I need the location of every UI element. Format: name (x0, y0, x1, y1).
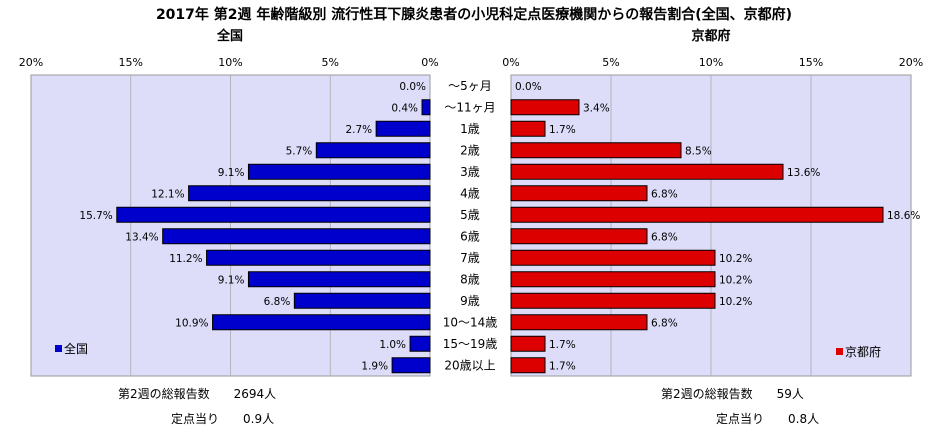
right-x-tick-label: 10% (699, 56, 723, 69)
left-bar (116, 206, 431, 223)
left-data-label: 12.1% (151, 188, 184, 200)
category-label: 10～14歳 (443, 315, 498, 329)
legend-label-national: 全国 (64, 341, 88, 356)
left-x-tick-label: 20% (19, 56, 43, 69)
left-bar (162, 228, 431, 245)
right-data-label: 10.2% (719, 274, 752, 286)
category-label: 1歳 (460, 122, 480, 136)
category-label: 7歳 (460, 251, 480, 265)
left-data-label: 9.1% (218, 167, 245, 179)
category-label: 3歳 (460, 165, 480, 179)
left-bar (315, 142, 431, 159)
left-bar (206, 249, 431, 266)
right-x-tick-label: 15% (799, 56, 823, 69)
right-bar (510, 314, 648, 331)
category-label: 5歳 (460, 208, 480, 222)
right-bar (510, 120, 546, 137)
right-bar (510, 163, 784, 180)
category-label: 9歳 (460, 294, 480, 308)
national-per-sentinel: 定点当り 0.9人 (171, 411, 274, 426)
right-x-tick-label: 5% (602, 56, 619, 69)
right-x-tick-label: 0% (502, 56, 519, 69)
right-data-label: 6.8% (651, 231, 678, 243)
right-data-label: 18.6% (887, 210, 920, 222)
right-bar (510, 292, 716, 309)
right-x-tick-label: 20% (899, 56, 923, 69)
right-panel: 0% 5% 10% 15% 20% 0.0% 3.4% 1.7% 8.5% 13.6% 6.8% 18… (502, 56, 923, 377)
left-bar (247, 271, 431, 288)
left-data-label: 1.9% (361, 360, 388, 372)
left-data-label: 2.7% (345, 124, 372, 136)
right-bar (510, 249, 716, 266)
left-data-label: 10.9% (175, 317, 208, 329)
left-data-label: 9.1% (218, 274, 245, 286)
right-data-label: 1.7% (549, 360, 576, 372)
left-bar (247, 163, 431, 180)
legend-swatch-national (55, 345, 62, 352)
left-data-label: 1.0% (379, 339, 406, 351)
category-label: 20歳以上 (444, 358, 495, 372)
kyoto-total-reports: 第2週の総報告数 59人 (661, 386, 804, 401)
left-data-label: 11.2% (169, 253, 202, 265)
kyoto-per-sentinel: 定点当り 0.8人 (716, 411, 819, 426)
category-label: 6歳 (460, 229, 480, 243)
left-panel: 20% 15% 10% 5% 0% 0.0% 0.4% 2.7% 5.7% 9.1% 12.1% 15… (19, 56, 439, 377)
right-data-label: 3.4% (583, 102, 610, 114)
category-label: 2歳 (460, 143, 480, 157)
legend: 全国 京都府 (55, 341, 881, 359)
category-label: ～11ヶ月 (444, 100, 495, 114)
category-labels: ～5ヶ月 ～11ヶ月 1歳 2歳 3歳 4歳 5歳 6歳 7歳 8歳 9歳 10～14歳 15～19歳 2… (443, 79, 498, 373)
right-bar (510, 185, 648, 202)
right-data-label: 6.8% (651, 317, 678, 329)
left-data-label: 0.0% (399, 81, 426, 93)
right-bar (510, 335, 546, 352)
left-bar (212, 314, 431, 331)
legend-swatch-kyoto (836, 348, 843, 355)
left-x-tick-label: 15% (119, 56, 143, 69)
right-bar (510, 206, 884, 223)
left-x-tick-label: 0% (421, 56, 438, 69)
left-x-tick-label: 10% (218, 56, 242, 69)
left-panel-title: 全国 (216, 28, 243, 44)
left-bar (293, 292, 431, 309)
legend-label-kyoto: 京都府 (845, 344, 881, 359)
right-data-label: 13.6% (787, 167, 820, 179)
right-bar (510, 357, 546, 374)
chart-title: 2017年 第2週 年齢階級別 流行性耳下腺炎患者の小児科定点医療機関からの報告… (156, 6, 792, 23)
category-label: ～5ヶ月 (448, 79, 492, 93)
right-data-label: 8.5% (685, 145, 712, 157)
left-data-label: 5.7% (286, 145, 313, 157)
right-data-label: 1.7% (549, 124, 576, 136)
category-label: 4歳 (460, 186, 480, 200)
right-bar (510, 99, 580, 116)
right-bar (510, 271, 716, 288)
left-data-label: 15.7% (79, 210, 112, 222)
left-data-label: 6.8% (264, 296, 291, 308)
left-bar (391, 357, 431, 374)
left-bar (421, 99, 431, 116)
left-data-label: 0.4% (391, 102, 418, 114)
right-data-label: 10.2% (719, 296, 752, 308)
left-x-tick-label: 5% (322, 56, 339, 69)
category-label: 8歳 (460, 272, 480, 286)
right-data-label: 6.8% (651, 188, 678, 200)
left-data-label: 13.4% (125, 231, 158, 243)
right-data-label: 0.0% (515, 81, 542, 93)
left-bar (188, 185, 431, 202)
right-data-label: 1.7% (549, 339, 576, 351)
left-bar (409, 335, 431, 352)
right-panel-title: 京都府 (691, 28, 730, 44)
left-bar (375, 120, 431, 137)
right-bar (510, 142, 682, 159)
national-total-reports: 第2週の総報告数 2694人 (118, 386, 276, 401)
category-label: 15～19歳 (443, 337, 498, 351)
right-bar (510, 228, 648, 245)
right-data-label: 10.2% (719, 253, 752, 265)
